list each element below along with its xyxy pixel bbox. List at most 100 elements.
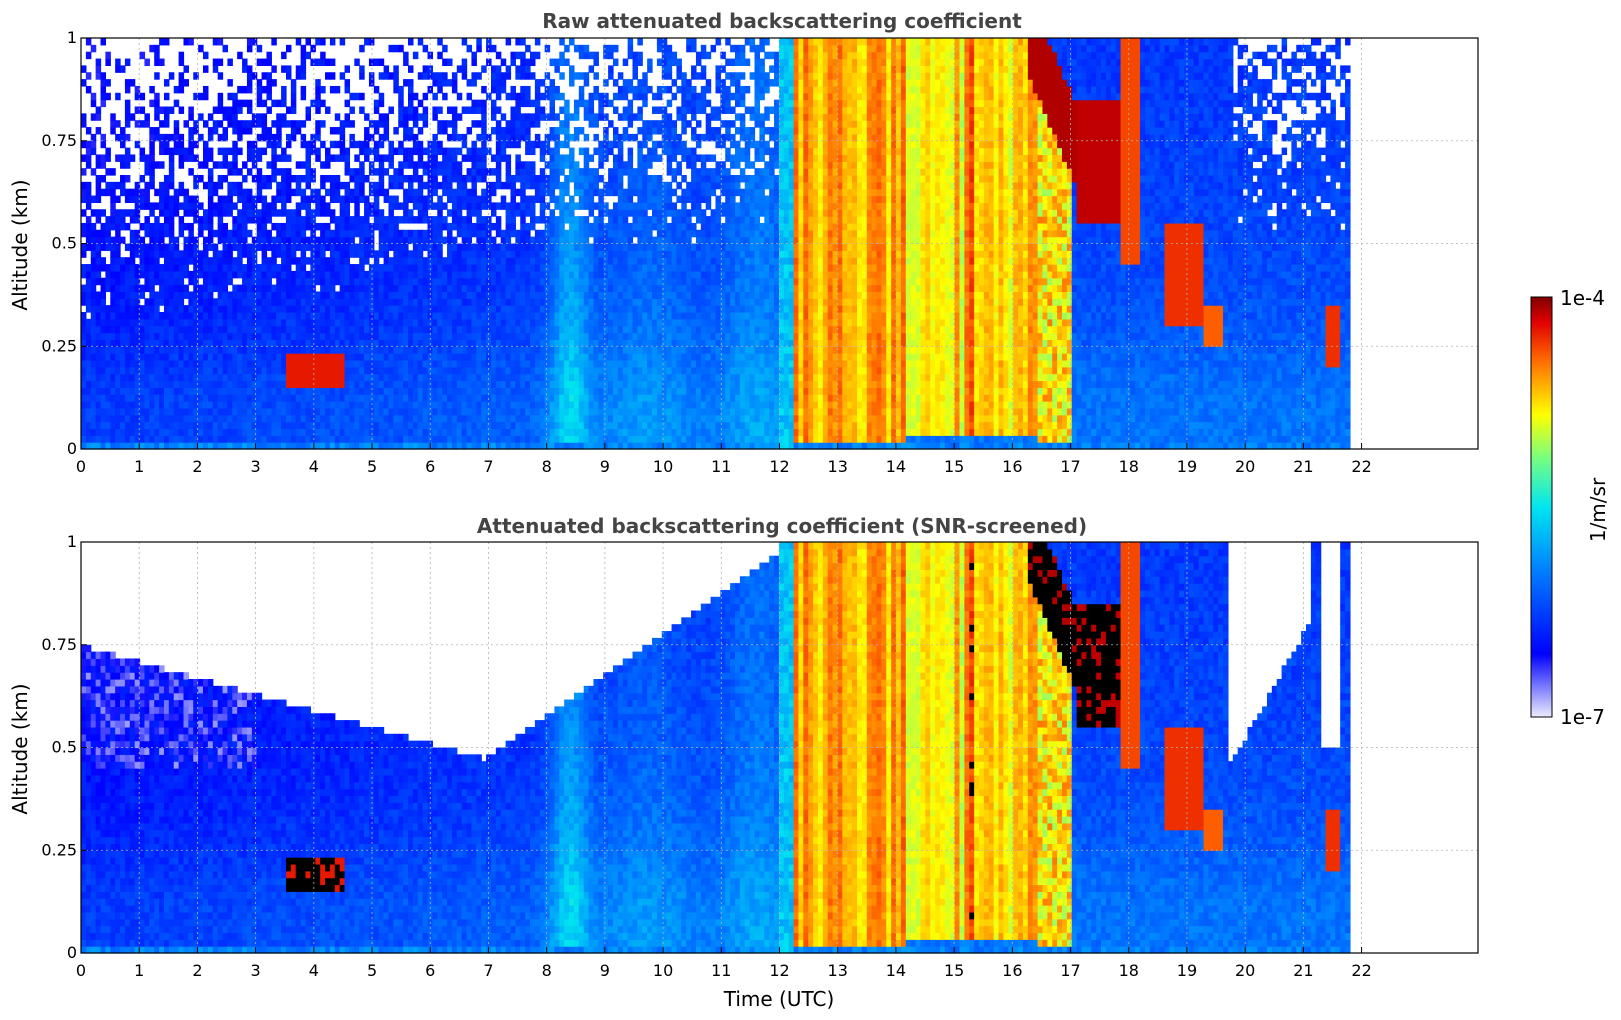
- heat-cell-0-1073: [203, 435, 209, 443]
- heat-cell-0-682: [159, 442, 165, 450]
- heat-cell-0-3664: [476, 435, 482, 443]
- heat-cell-0-2041: [305, 428, 311, 436]
- heat-cell-0-1493: [246, 332, 253, 340]
- heat-cell-0-548: [144, 435, 150, 443]
- heat-cell-0-3972: [505, 298, 512, 306]
- heat-cell-0-375: [120, 161, 126, 169]
- heat-cell-0-4647: [573, 442, 580, 450]
- heat-cell-0-1738: [271, 284, 277, 293]
- heat-cell-0-4640: [569, 147, 575, 156]
- heat-cell-0-1620: [261, 442, 268, 450]
- heat-cell-0-1656: [261, 195, 268, 203]
- heat-cell-0-856: [173, 140, 180, 149]
- heat-cell-0-4321: [539, 318, 546, 327]
- heat-cell-0-2539: [359, 387, 365, 395]
- heat-cell-0-4669: [573, 291, 580, 299]
- heat-cell-0-3802: [486, 147, 492, 156]
- heat-cell-0-456: [129, 236, 136, 245]
- heat-cell-0-1100: [203, 250, 209, 258]
- heat-cell-0-28: [81, 222, 87, 231]
- heat-cell-0-452: [129, 264, 136, 272]
- heat-cell-0-279: [110, 277, 116, 286]
- heat-cell-0-4638: [569, 161, 575, 169]
- heat-cell-0-3727: [481, 339, 487, 347]
- heat-cell-0-274: [110, 312, 116, 320]
- heat-cell-0-4468: [554, 312, 560, 320]
- heat-cell-0-714: [159, 202, 165, 210]
- heat-cell-0-2276: [329, 359, 336, 368]
- heat-cell-0-3425: [451, 428, 458, 436]
- heat-cell-0-2047: [305, 387, 311, 395]
- heat-cell-0-1415: [237, 236, 243, 245]
- heat-cell-0-438: [129, 359, 136, 368]
- heat-cell-0-1934: [290, 216, 297, 224]
- heat-cell-0-4008: [510, 387, 516, 395]
- heat-cell-0-977: [188, 229, 194, 238]
- heat-cell-0-3485: [456, 359, 463, 368]
- heat-cell-0-2187: [320, 366, 326, 375]
- heat-cell-0-1151: [207, 195, 214, 203]
- heat-cell-0-3683: [476, 305, 482, 313]
- heat-cell-0-4038: [510, 175, 516, 183]
- heat-cell-0-3793: [486, 236, 492, 245]
- heat-cell-0-2219: [320, 58, 326, 66]
- heat-cell-0-931: [183, 270, 189, 279]
- heat-cell-0-4336: [539, 209, 546, 217]
- heat-cell-0-1304: [227, 380, 233, 388]
- heat-cell-0-1001: [193, 373, 199, 382]
- heat-cell-0-288: [110, 209, 116, 217]
- heat-cell-0-4011: [510, 366, 516, 375]
- heat-cell-0-1940: [290, 120, 297, 128]
- heat-cell-0-1059: [198, 264, 204, 272]
- heat-cell-0-2849: [388, 44, 394, 53]
- heat-cell-0-2675: [373, 387, 380, 395]
- heat-cell-0-2514: [354, 264, 360, 272]
- heat-cell-0-1028: [193, 154, 199, 162]
- heat-cell-0-1051: [198, 325, 204, 334]
- heat-cell-0-52: [85, 359, 92, 368]
- heat-cell-0-2115: [310, 229, 316, 238]
- heat-cell-0-2920: [398, 277, 404, 286]
- heat-cell-0-2153: [315, 270, 321, 279]
- heat-cell-0-1071: [198, 44, 204, 53]
- heat-cell-0-3228: [427, 72, 433, 80]
- heat-cell-0-2411: [344, 346, 351, 354]
- heat-cell-0-4869: [593, 243, 599, 251]
- heat-cell-0-3107: [417, 318, 424, 327]
- heat-cell-0-1818: [281, 353, 287, 361]
- heat-cell-0-2730: [378, 325, 385, 334]
- heat-cell-0-3730: [481, 318, 487, 327]
- heat-cell-0-862: [178, 442, 185, 450]
- heat-cell-0-2932: [398, 168, 404, 176]
- heat-cell-0-1395: [237, 380, 243, 388]
- heat-cell-0-3212: [427, 243, 433, 251]
- heat-cell-0-2205: [320, 243, 326, 251]
- heat-cell-0-4189: [525, 195, 531, 203]
- heat-cell-0-369: [120, 222, 126, 231]
- heat-cell-0-936: [183, 236, 189, 245]
- heat-cell-0-1136: [207, 305, 214, 313]
- heat-cell-0-957: [188, 380, 194, 388]
- heat-cell-0-2556: [359, 270, 365, 279]
- heat-cell-0-1249: [217, 38, 224, 46]
- heat-cell-0-2970: [403, 257, 409, 265]
- heat-cell-0-3493: [456, 305, 463, 313]
- heat-cell-0-4457: [554, 387, 560, 395]
- heat-cell-0-3614: [471, 435, 477, 443]
- heat-cell-0-4329: [539, 264, 546, 272]
- heat-cell-0-4202: [525, 85, 531, 94]
- heat-cell-0-4557: [564, 394, 570, 402]
- heat-cell-0-2609: [364, 222, 370, 231]
- heat-cell-0-3601: [466, 202, 473, 210]
- heat-cell-0-2473: [349, 250, 355, 258]
- heat-cell-0-4494: [554, 113, 560, 121]
- heat-cell-0-4284: [534, 243, 541, 251]
- heat-cell-0-2980: [403, 175, 409, 183]
- heat-cell-0-2701: [373, 188, 380, 197]
- heat-cell-0-3268: [432, 175, 438, 183]
- heat-cell-0-3748: [481, 188, 487, 197]
- heat-cell-0-3254: [432, 284, 438, 293]
- heat-cell-0-1334: [227, 120, 233, 128]
- heat-cell-0-780: [168, 401, 175, 409]
- heat-cell-0-1386: [237, 442, 243, 450]
